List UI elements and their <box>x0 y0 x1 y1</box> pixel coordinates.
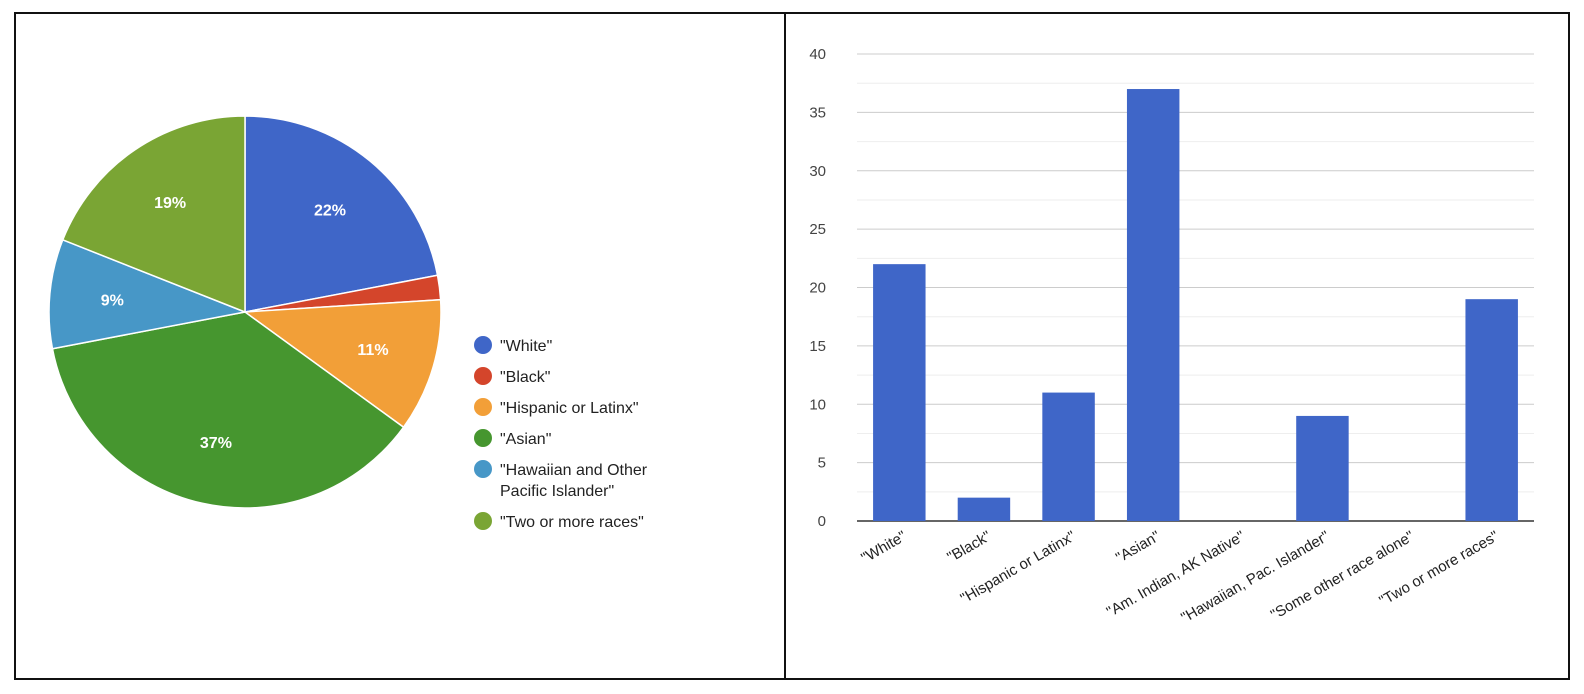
y-tick-label: 0 <box>818 513 826 530</box>
pie-slice-2 <box>242 298 442 429</box>
bar-chart-panel: 0 5 10 15 20 25 30 35 40 "White" "Black" "Hispanic … <box>786 14 1568 678</box>
bar-5 <box>1296 415 1349 521</box>
x-tick-label-3: "Asian" <box>1113 528 1163 567</box>
pie-slice-0 <box>244 115 439 313</box>
bar-3 <box>1126 89 1180 522</box>
legend-label-1: "Black" <box>500 369 550 386</box>
legend-swatch-0 <box>474 336 492 354</box>
legend-swatch-4 <box>474 460 492 478</box>
y-tick-label: 20 <box>809 280 826 297</box>
pie-slice-label-3: 37% <box>200 435 232 452</box>
y-tick-label: 5 <box>818 455 826 472</box>
legend-swatch-2 <box>474 398 492 416</box>
bar-7 <box>1465 299 1518 521</box>
bar-2 <box>1042 392 1095 521</box>
pie-slice-5 <box>61 115 246 314</box>
pie-slice-label-5: 19% <box>154 195 186 212</box>
pie-chart: 22% 11% 37% 9% 19% "White" "Black" "Hispanic or… <box>48 115 648 531</box>
pie-slice-label-0: 22% <box>314 202 346 219</box>
legend-label-0: "White" <box>500 338 552 355</box>
y-tick-label: 10 <box>809 396 826 413</box>
legend-label-2: "Hispanic or Latinx" <box>500 400 639 417</box>
pie-slice-3 <box>51 311 405 509</box>
pie-chart-panel: 22% 11% 37% 9% 19% "White" "Black" "Hispanic or… <box>16 14 784 678</box>
bar-1 <box>957 497 1011 521</box>
legend-swatch-1 <box>474 367 492 385</box>
x-tick-label-4: "Am. Indian, AK Native" <box>1104 528 1248 621</box>
pie-slice-label-4: 9% <box>101 292 124 309</box>
legend-swatch-3 <box>474 429 492 447</box>
x-tick-label-6: "Some other race alone" <box>1268 528 1417 624</box>
figure-frame <box>14 12 1570 680</box>
y-tick-label: 30 <box>809 163 826 180</box>
legend-label-5: "Two or more races" <box>500 514 644 531</box>
legend-label-3: "Asian" <box>500 431 551 448</box>
pie-slice-label-2: 11% <box>357 342 388 359</box>
x-tick-label-1: "Black" <box>944 528 994 566</box>
legend-label-4: "Hawaiian and Other Pacific Islander" <box>500 462 648 500</box>
bar-0 <box>873 264 926 521</box>
x-tick-label-0: "White" <box>858 528 909 567</box>
y-tick-label: 15 <box>809 338 826 355</box>
panel-divider <box>784 12 786 680</box>
y-tick-label: 25 <box>809 221 826 238</box>
x-tick-label-5: "Hawaiian, Pac. Islander" <box>1178 528 1332 627</box>
y-tick-label: 40 <box>809 46 826 63</box>
y-tick-label: 35 <box>809 104 826 121</box>
legend-swatch-5 <box>474 512 492 530</box>
pie-slice-4 <box>48 238 248 350</box>
